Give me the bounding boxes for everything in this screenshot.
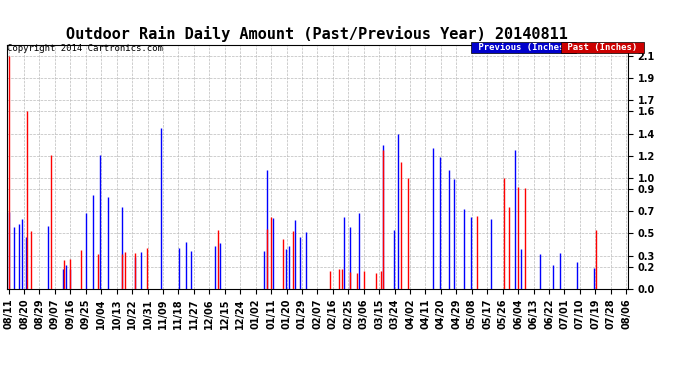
- Text: Previous (Inches): Previous (Inches): [473, 43, 575, 52]
- Title: Outdoor Rain Daily Amount (Past/Previous Year) 20140811: Outdoor Rain Daily Amount (Past/Previous…: [66, 27, 569, 42]
- Text: Past (Inches): Past (Inches): [562, 43, 643, 52]
- Text: Copyright 2014 Cartronics.com: Copyright 2014 Cartronics.com: [7, 44, 163, 52]
